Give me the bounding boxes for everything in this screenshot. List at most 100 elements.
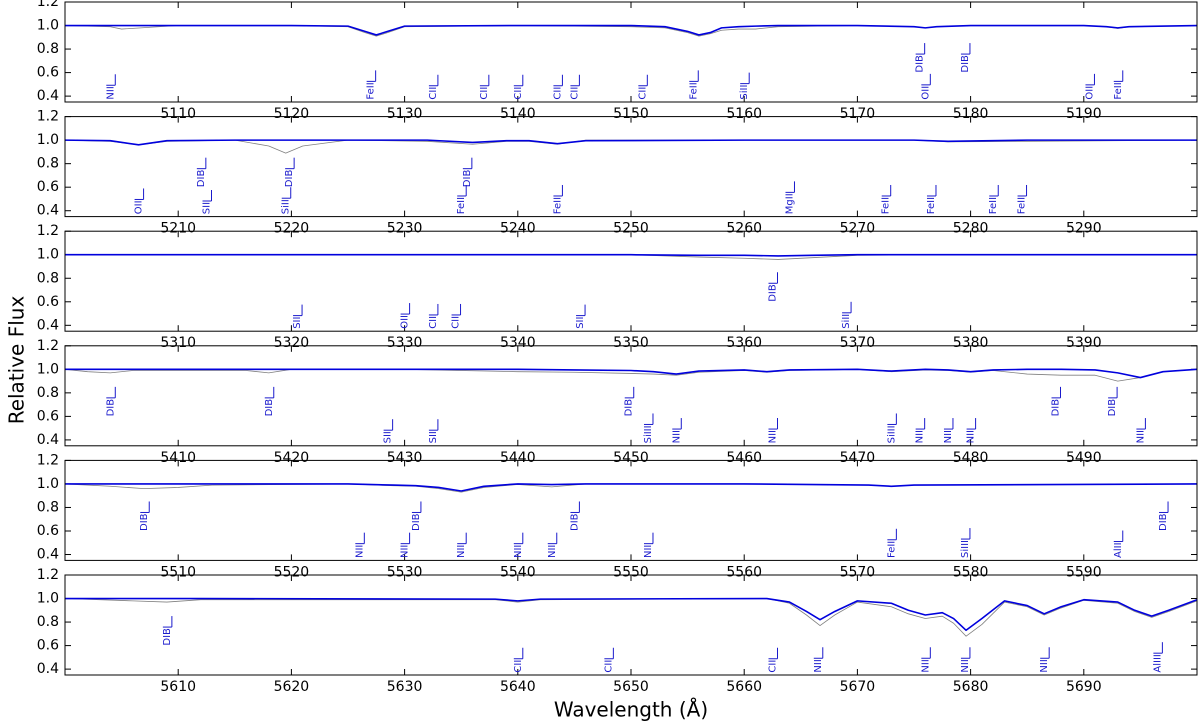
x-tick-label: 5250 xyxy=(613,221,649,237)
panel-frame xyxy=(64,230,1198,332)
line-id-label: AlIII xyxy=(1152,654,1163,672)
y-tick-label: 0.6 xyxy=(37,294,59,310)
x-tick-label: 5240 xyxy=(500,221,536,237)
line-id-label: SiII xyxy=(281,199,292,214)
y-tick-label: 0.8 xyxy=(37,41,59,57)
line-id-label: CII xyxy=(637,87,648,100)
line-id-label: NII xyxy=(400,545,411,558)
y-tick-label: 0.8 xyxy=(37,614,59,630)
line-id-label: NII xyxy=(966,430,977,443)
line-id-label: CII xyxy=(513,660,524,673)
x-tick-label: 5690 xyxy=(1066,679,1102,695)
y-tick-label: 1.0 xyxy=(37,361,59,377)
y-tick-label: 1.2 xyxy=(37,338,59,354)
observed-spectrum xyxy=(64,139,1198,154)
x-tick-label: 5330 xyxy=(387,335,423,351)
x-tick-label: 5670 xyxy=(840,679,876,695)
line-id-label: CII xyxy=(428,316,439,329)
line-id-label: NII xyxy=(943,430,954,443)
x-tick-label: 5370 xyxy=(840,335,876,351)
line-id-label: DIB xyxy=(139,513,150,531)
panel-frame xyxy=(64,574,1198,676)
line-id-label: CII xyxy=(569,87,580,100)
model-spectrum xyxy=(64,139,1197,146)
x-tick-label: 5490 xyxy=(1066,450,1102,466)
line-id-label: CII xyxy=(513,87,524,100)
line-id-label: FeII xyxy=(1017,197,1028,214)
line-id-label: FeII xyxy=(926,197,937,214)
x-tick-label: 5650 xyxy=(613,679,649,695)
x-tick-label: 5430 xyxy=(387,450,423,466)
y-axis-label: Relative Flux xyxy=(5,296,29,425)
line-id-label: CII xyxy=(552,87,563,100)
line-id-label: NII xyxy=(105,86,116,99)
x-tick-label: 5360 xyxy=(726,335,762,351)
line-id-label: DIB xyxy=(915,55,926,73)
x-tick-label: 5290 xyxy=(1066,221,1102,237)
y-tick-label: 0.4 xyxy=(37,547,59,563)
line-id-label: SiIII xyxy=(886,425,897,443)
line-id-label: SII xyxy=(428,431,439,443)
observed-spectrum xyxy=(64,25,1198,37)
line-id-label: NII xyxy=(456,545,467,558)
line-id-label: DIB xyxy=(411,513,422,531)
line-id-label: DIB xyxy=(1107,399,1118,417)
x-tick-label: 5310 xyxy=(160,335,196,351)
y-tick-label: 0.6 xyxy=(37,523,59,539)
x-tick-label: 5660 xyxy=(726,679,762,695)
line-id-label: NII xyxy=(813,659,824,672)
line-id-label: SiIII xyxy=(960,540,971,558)
x-tick-label: 5110 xyxy=(160,106,196,122)
line-id-label: FeII xyxy=(552,197,563,214)
line-id-label: DIB xyxy=(624,399,635,417)
line-id-label: NII xyxy=(354,545,365,558)
x-tick-label: 5520 xyxy=(274,564,310,580)
line-id-label: MgII xyxy=(785,193,796,214)
y-tick-label: 0.4 xyxy=(37,432,59,448)
x-tick-label: 5210 xyxy=(160,221,196,237)
line-id-label: NII xyxy=(643,545,654,558)
line-id-label: SiIII xyxy=(643,425,654,443)
x-tick-label: 5640 xyxy=(500,679,536,695)
x-tick-label: 5170 xyxy=(840,106,876,122)
x-tick-label: 5420 xyxy=(274,450,310,466)
x-tick-label: 5390 xyxy=(1066,335,1102,351)
line-id-label: CII xyxy=(479,87,490,100)
line-id-label: NII xyxy=(547,545,558,558)
y-tick-label: 0.8 xyxy=(37,385,59,401)
line-id-label: NII xyxy=(768,430,779,443)
model-spectrum xyxy=(65,368,1198,379)
line-id-label: DIB xyxy=(768,284,779,302)
line-id-label: DIB xyxy=(264,399,275,417)
line-id-label: SII xyxy=(383,431,394,443)
y-tick-label: 0.4 xyxy=(37,317,59,333)
x-tick-label: 5260 xyxy=(726,221,762,237)
line-id-label: AlII xyxy=(1113,542,1124,558)
x-tick-label: 5340 xyxy=(500,335,536,351)
x-tick-label: 5480 xyxy=(953,450,989,466)
line-id-label: CII xyxy=(768,660,779,673)
x-tick-label: 5440 xyxy=(500,450,536,466)
line-id-label: FeII xyxy=(881,197,892,214)
x-tick-label: 5120 xyxy=(274,106,310,122)
model-spectrum xyxy=(65,597,1198,632)
model-spectrum xyxy=(65,253,1197,257)
y-tick-label: 0.4 xyxy=(37,661,59,677)
y-tick-label: 0.6 xyxy=(37,65,59,81)
x-tick-label: 5320 xyxy=(274,335,310,351)
x-tick-label: 5380 xyxy=(953,335,989,351)
y-tick-label: 1.2 xyxy=(37,567,59,583)
x-tick-label: 5190 xyxy=(1066,106,1102,122)
y-tick-label: 1.2 xyxy=(37,109,59,125)
x-axis-label: Wavelength (Å) xyxy=(554,698,708,722)
model-spectrum xyxy=(65,24,1198,36)
x-tick-label: 5510 xyxy=(160,564,196,580)
y-tick-label: 0.8 xyxy=(37,270,59,286)
panel-frame xyxy=(64,1,1198,103)
x-tick-label: 5630 xyxy=(387,679,423,695)
line-id-label: NII xyxy=(1135,430,1146,443)
x-tick-label: 5530 xyxy=(387,564,423,580)
y-tick-label: 1.0 xyxy=(37,247,59,263)
line-id-label: DIB xyxy=(462,170,473,188)
